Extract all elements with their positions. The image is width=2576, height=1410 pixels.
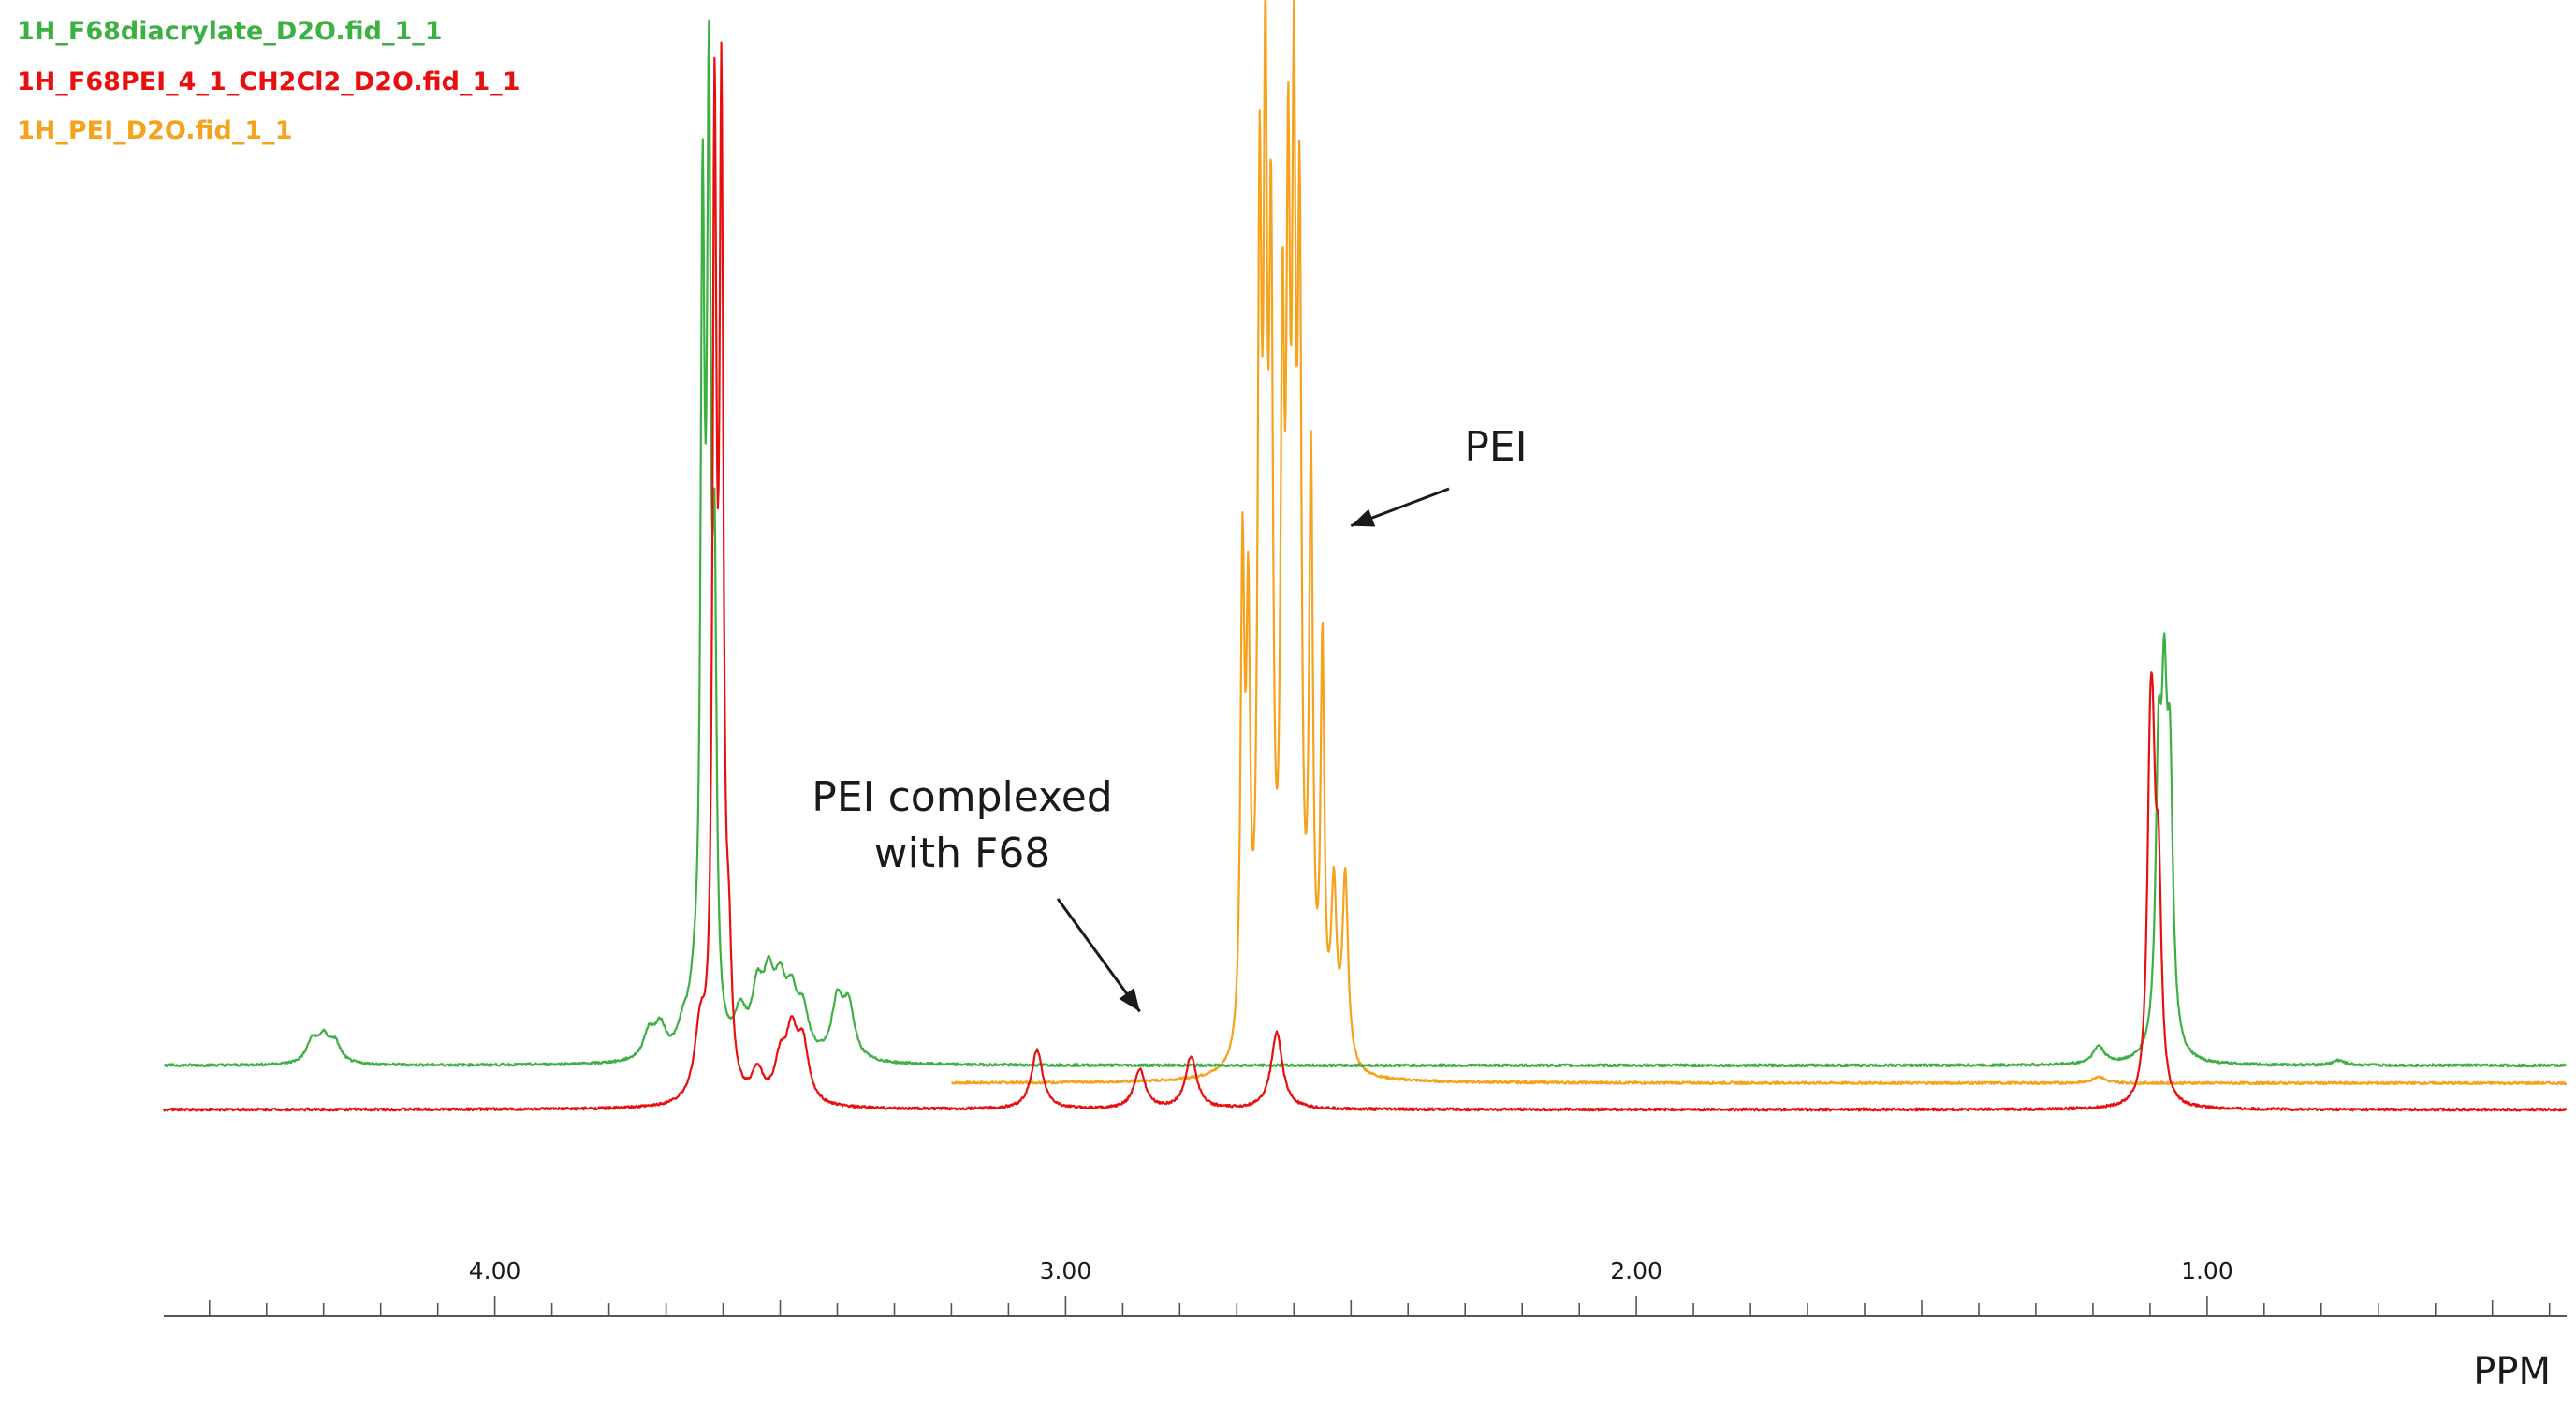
- annotation-pei-complexed-line1: PEI complexed: [812, 773, 1112, 821]
- series-1-trace: [162, 41, 2568, 1112]
- arrow0-head: [1351, 508, 1376, 527]
- annotation-pei-complexed-arrow: [1056, 898, 1141, 1013]
- series-0-line: [163, 19, 2568, 1068]
- legend-entry-orange: 1H_PEI_D2O.fid_1_1: [17, 116, 292, 145]
- x-tick-label-3: 1.00: [2181, 1257, 2233, 1285]
- x-axis-title: PPM: [2473, 1350, 2551, 1393]
- spectra-plot-area: [162, 0, 2568, 1112]
- annotation-pei-complexed-line2: with F68: [874, 830, 1051, 877]
- annotation-pei: PEI: [1350, 423, 1528, 528]
- x-tick-label-1: 3.00: [1040, 1257, 1092, 1285]
- series-0-trace: [163, 19, 2568, 1068]
- annotation-pei-complexed: PEI complexed with F68: [812, 773, 1141, 1013]
- x-tick-label-2: 2.00: [1610, 1257, 1662, 1285]
- legend-entry-red: 1H_F68PEI_4_1_CH2Cl2_D2O.fid_1_1: [17, 67, 520, 96]
- arrow1-head: [1119, 988, 1140, 1012]
- legend: 1H_F68diacrylate_D2O.fid_1_1 1H_F68PEI_4…: [17, 17, 520, 145]
- series-2-trace: [951, 0, 2568, 1086]
- series-1-line: [162, 41, 2568, 1112]
- x-tick-label-0: 4.00: [469, 1257, 521, 1285]
- legend-entry-green: 1H_F68diacrylate_D2O.fid_1_1: [17, 17, 443, 46]
- series-2-line: [951, 0, 2568, 1086]
- x-axis: 4.00 3.00 2.00 1.00: [164, 1257, 2567, 1317]
- annotation-pei-label: PEI: [1464, 423, 1527, 471]
